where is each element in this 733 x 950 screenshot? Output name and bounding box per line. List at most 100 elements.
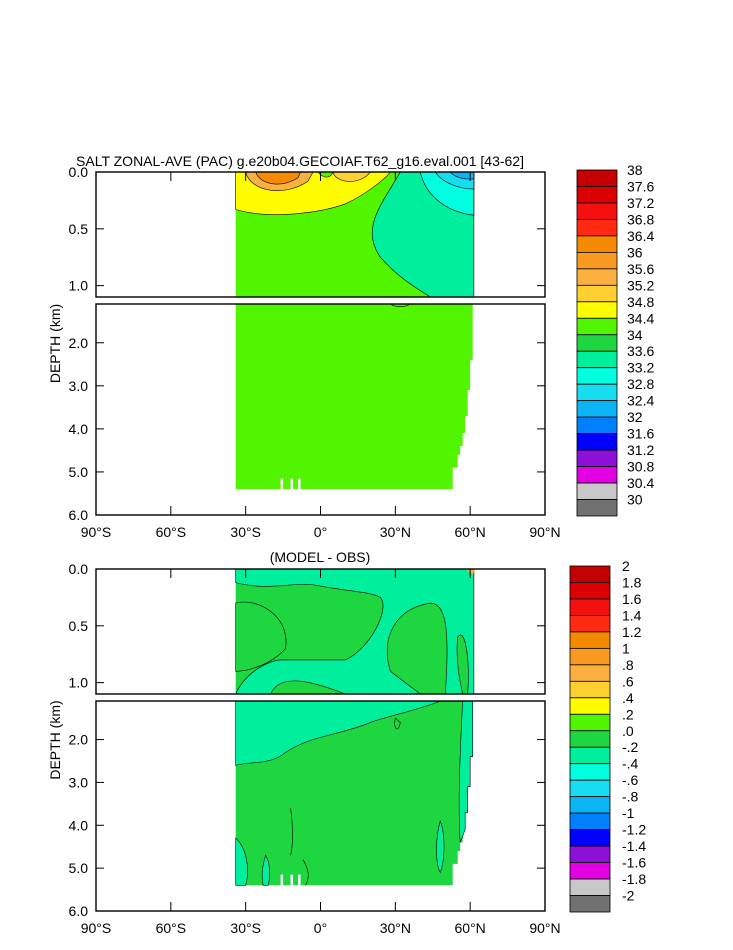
colorbar-label: 33.6 (627, 343, 654, 359)
colorbar-label: -1.6 (622, 855, 646, 871)
colorbar-label: -.4 (622, 756, 639, 772)
contour-0.0 (394, 717, 401, 730)
colorbar-swatch (569, 713, 611, 732)
colorbar-label: 35.6 (627, 261, 654, 277)
y-tick-label: 1.0 (69, 278, 89, 294)
colorbar-label: 32.4 (627, 393, 654, 409)
colorbar-label: 34.4 (627, 310, 654, 326)
model-minus-obs-chart: (MODEL - OBS)0.00.51.02.03.04.05.06.0DEP… (47, 549, 646, 936)
colorbar-label: -.2 (622, 739, 639, 755)
y-axis-label: DEPTH (km) (47, 304, 63, 383)
colorbar-label: 32.8 (627, 376, 654, 392)
x-tick-label: 30°S (230, 920, 261, 936)
colorbar-swatch (576, 219, 618, 237)
colorbar-swatch (576, 433, 618, 451)
colorbar-label: 37.2 (627, 195, 654, 211)
y-tick-label: 0.0 (69, 164, 89, 180)
colorbar-swatch (569, 779, 611, 798)
colorbar-label: -.8 (622, 789, 639, 805)
contour-neg-0.2 (261, 854, 271, 886)
contour-32.8 (449, 172, 475, 180)
lower-panel-fill (235, 701, 473, 886)
contour-neg-0.2 (235, 837, 248, 886)
colorbar-swatch (576, 350, 618, 369)
colorbar-swatch (576, 268, 618, 286)
colorbar-label: 34 (627, 327, 643, 343)
colorbar-swatch (569, 746, 611, 765)
upper-panel-fill (235, 569, 476, 694)
x-tick-label: 0° (314, 524, 327, 540)
colorbar-swatch (569, 647, 611, 666)
colorbar-swatch (576, 284, 618, 303)
colorbar-swatch (576, 202, 618, 220)
colorbar-swatch (576, 499, 618, 517)
colorbar-label: .6 (622, 673, 634, 689)
contour-neg-0.2 (458, 701, 473, 843)
colorbar-label: 30.4 (627, 475, 654, 491)
colorbar-swatch (576, 449, 618, 467)
contour-0.0 (387, 602, 448, 694)
colorbar-label: 36.4 (627, 228, 654, 244)
x-tick-label: 30°N (380, 524, 411, 540)
colorbar-swatch (569, 664, 611, 682)
y-tick-label: 4.0 (69, 421, 89, 437)
x-tick-label: 90°N (529, 524, 560, 540)
y-tick-label: 2.0 (69, 335, 89, 351)
colorbar-label: .0 (622, 723, 634, 739)
colorbar-swatch (569, 878, 611, 896)
y-axis-label: DEPTH (km) (47, 700, 63, 779)
colorbar-swatch (569, 763, 611, 781)
seafloor-notch (280, 478, 284, 490)
colorbar-swatch (569, 862, 611, 880)
ocean-fill-lower (235, 304, 473, 490)
colorbar-label: 31.6 (627, 426, 654, 442)
colorbar-label: -1.2 (622, 822, 646, 838)
colorbar-swatch (569, 895, 611, 913)
colorbar-swatch (569, 680, 611, 699)
y-tick-label: 5.0 (69, 860, 89, 876)
chart-title: SALT ZONAL-AVE (PAC) g.e20b04.GECOIAF.T6… (76, 153, 524, 169)
x-tick-label: 30°S (230, 524, 261, 540)
colorbar-swatch (576, 367, 618, 385)
y-tick-label: 1.0 (69, 675, 89, 691)
y-tick-label: 4.0 (69, 817, 89, 833)
colorbar-swatch (569, 598, 611, 616)
x-tick-label: 60°S (156, 524, 187, 540)
colorbar-swatch (569, 565, 611, 583)
colorbar-swatch (569, 631, 611, 649)
x-tick-label: 60°N (455, 920, 486, 936)
colorbar-label: -1.4 (622, 838, 646, 854)
seafloor-notch (290, 874, 294, 886)
lower-panel-fill (235, 304, 473, 490)
contour-neg-0.2 (235, 701, 441, 766)
colorbar-swatch (569, 829, 611, 847)
x-tick-label: 90°S (81, 524, 112, 540)
x-tick-label: 90°S (81, 920, 112, 936)
y-tick-label: 6.0 (69, 507, 89, 523)
colorbar-swatch (576, 301, 618, 319)
colorbar-label: 1 (622, 640, 630, 656)
x-tick-label: 30°N (380, 920, 411, 936)
colorbar-swatch (576, 186, 618, 204)
colorbar-label: 34.8 (627, 294, 654, 310)
colorbar-swatch (569, 582, 611, 600)
colorbar-label: 36 (627, 244, 643, 260)
colorbar-label: 2 (622, 558, 630, 574)
y-tick-label: 3.0 (69, 774, 89, 790)
contour-line (390, 304, 411, 307)
colorbar-swatch (576, 235, 618, 253)
colorbar-swatch (576, 334, 618, 352)
colorbar-swatch (576, 169, 618, 187)
colorbar-label: 31.2 (627, 442, 654, 458)
contour-line (290, 808, 293, 856)
colorbar-swatch (569, 812, 611, 831)
salinity-chart: SALT ZONAL-AVE (PAC) g.e20b04.GECOIAF.T6… (47, 153, 654, 540)
colorbar-swatch (576, 416, 618, 435)
x-tick-label: 0° (314, 920, 327, 936)
colorbar-label: .4 (622, 690, 634, 706)
colorbar-swatch (569, 796, 611, 814)
seafloor-notch (290, 478, 294, 490)
colorbar-label: 1.4 (622, 607, 642, 623)
